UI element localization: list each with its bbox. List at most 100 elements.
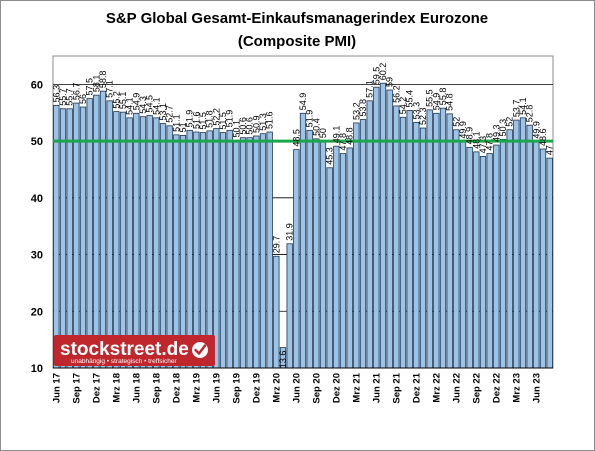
data-label: 51.5: [218, 112, 228, 130]
data-label: 54.5: [145, 95, 155, 113]
data-label: 49.9: [458, 121, 468, 139]
x-tick-label: Dez 21: [411, 372, 422, 403]
bar: [93, 94, 100, 369]
bar: [193, 131, 200, 369]
data-label: 54.1: [518, 97, 528, 115]
x-tick-label: Dez 19: [251, 373, 262, 403]
x-tick-label: Jun 18: [131, 373, 142, 403]
bar: [359, 119, 367, 369]
data-label: 48.5: [291, 129, 301, 147]
bar: [433, 112, 440, 369]
x-tick-label: Mrz 23: [511, 373, 522, 403]
bar: [73, 102, 80, 369]
logo-text: stockstreet.de: [60, 339, 189, 360]
data-label: 47: [545, 145, 555, 155]
data-label: 45.3: [325, 147, 335, 165]
bar: [466, 146, 473, 369]
x-tick-label: Jun 22: [451, 373, 462, 403]
bar: [426, 109, 433, 369]
data-label: 57.1: [365, 80, 375, 98]
data-label: 53.3: [411, 102, 421, 120]
bar: [399, 116, 407, 369]
data-label: 53.2: [351, 102, 361, 120]
data-label: 54.1: [151, 97, 161, 115]
bar: [439, 107, 447, 369]
data-label: 51.8: [205, 110, 215, 128]
bar: [393, 105, 400, 369]
checkmark-icon: [194, 344, 207, 355]
bar: [53, 104, 60, 369]
data-label: 54.9: [131, 93, 141, 111]
data-label: 48.1: [471, 131, 481, 149]
data-label: 48.8: [345, 127, 355, 145]
x-tick-label: Mrz 19: [191, 373, 202, 403]
bar: [166, 125, 173, 369]
bar: [326, 167, 333, 369]
x-tick-label: Jun 23: [531, 373, 542, 403]
bar: [339, 153, 347, 369]
data-label: 56: [78, 94, 88, 104]
data-label: 54.1: [125, 97, 135, 115]
data-label: 55.2: [111, 91, 121, 109]
data-label: 51.9: [185, 110, 195, 128]
data-label: 55.1: [118, 92, 128, 110]
bar: [546, 157, 553, 369]
data-label: 47.8: [338, 133, 348, 151]
logo-tagline: unabhängig • strategisch • treffsicher: [71, 358, 177, 365]
bar: [533, 141, 540, 369]
bar: [86, 98, 93, 369]
chart-title-line1: S&P Global Gesamt-Einkaufsmanagerindex E…: [106, 10, 488, 27]
bar: [146, 115, 153, 369]
bar: [413, 121, 420, 369]
bar: [153, 117, 160, 369]
data-label: 50.9: [251, 115, 261, 133]
data-label: 54.8: [445, 93, 455, 111]
data-label: 49.9: [531, 121, 541, 139]
bar: [353, 122, 360, 369]
bar: [59, 108, 67, 369]
bar: [99, 90, 107, 369]
bar: [479, 156, 487, 369]
data-label: 48.9: [465, 127, 475, 145]
y-tick-label: 50: [31, 136, 43, 148]
data-label: 51.5: [198, 112, 208, 130]
bar: [506, 129, 513, 369]
data-label: 56.2: [391, 85, 401, 103]
data-label: 52.8: [525, 105, 535, 123]
bar: [319, 140, 327, 369]
bar: [173, 134, 180, 369]
data-label: 51.3: [258, 113, 268, 131]
bars-layer: [53, 82, 553, 369]
bar: [66, 108, 73, 369]
data-label: 56.3: [51, 85, 61, 103]
data-label: 57.5: [85, 78, 95, 96]
bar: [239, 137, 247, 369]
bar: [79, 106, 87, 369]
data-label: 48.6: [538, 129, 548, 147]
bar: [213, 128, 220, 369]
data-label: 57.1: [105, 80, 115, 98]
bar: [453, 129, 460, 369]
bar: [486, 153, 493, 369]
data-label: 31.9: [285, 223, 295, 241]
x-tick-label: Jun 17: [51, 373, 62, 403]
data-label: 55.5: [425, 89, 435, 107]
bar: [499, 138, 507, 369]
data-label: 60.2: [378, 63, 388, 81]
bar: [513, 119, 520, 369]
data-label: 51.9: [225, 110, 235, 128]
logo-background: [54, 335, 215, 366]
y-tick-label: 20: [31, 306, 43, 318]
data-label: 50.6: [238, 117, 248, 135]
data-label: 51.9: [305, 110, 315, 128]
data-label: 56.7: [71, 83, 81, 101]
data-label: 50.4: [311, 118, 321, 136]
y-tick-label: 10: [31, 363, 43, 375]
data-label: 51.6: [265, 111, 275, 129]
x-tick-label: Mrz 18: [111, 373, 122, 403]
axes-layer: 10 20 30 40 50 60 Jun 17 Sep 17 Dez 17 Mrz 18 Jun …: [31, 79, 553, 404]
data-label: 55.7: [65, 88, 75, 106]
data-label: 53.1: [158, 103, 168, 121]
